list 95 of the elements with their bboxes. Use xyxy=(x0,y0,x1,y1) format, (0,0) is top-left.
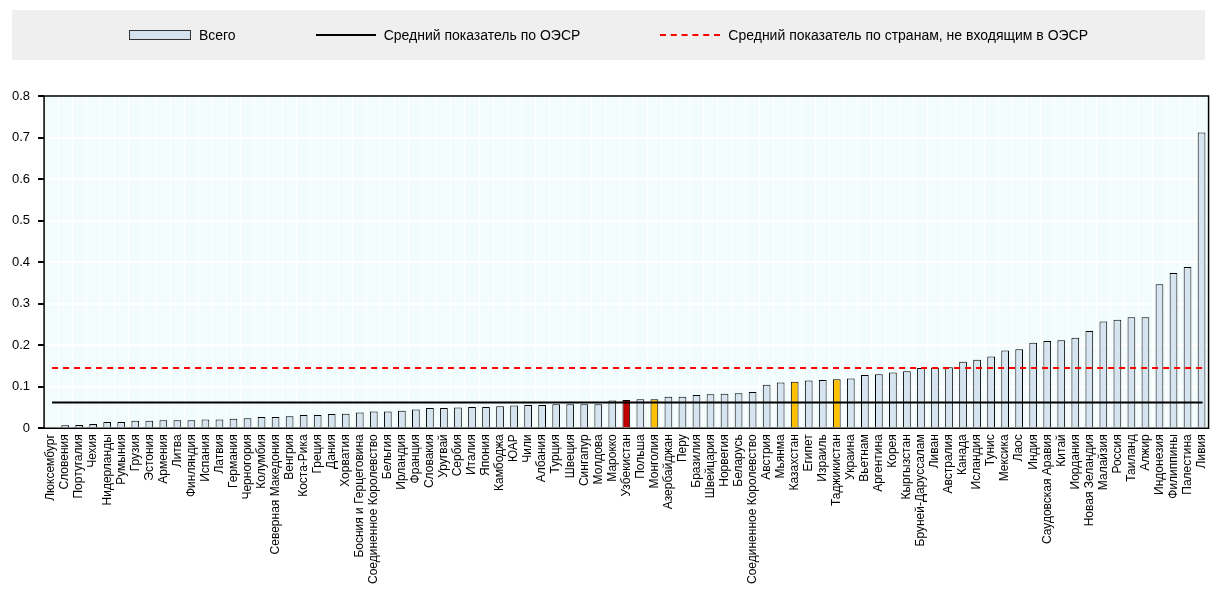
x-tick-label: Соединенное Королевство xyxy=(366,433,381,584)
x-tick-label: Вьетнам xyxy=(857,434,872,482)
y-tick-label: 0 xyxy=(22,419,31,435)
x-tick-label: Сингапур xyxy=(576,433,591,487)
x-tick-label: Монголия xyxy=(646,434,661,489)
x-tick-label: Австрия xyxy=(758,434,773,480)
x-tick-label: Азербайджан xyxy=(660,434,675,510)
x-tick-label: Узбекистан xyxy=(618,434,633,497)
x-tick-label: Филиппины xyxy=(1165,434,1180,499)
x-tick-label: Ливан xyxy=(927,434,942,469)
x-tick-label: Турция xyxy=(548,434,563,474)
x-tick-label: Аргентина xyxy=(871,433,886,492)
x-tick-label: Малайзия xyxy=(1095,434,1110,491)
y-tick-label: 0.3 xyxy=(11,295,31,311)
x-tick-label: Грузия xyxy=(127,434,142,472)
x-tick-label: ЮАР xyxy=(506,434,521,462)
y-tick-label: 0.7 xyxy=(11,129,31,145)
x-tick-label: Италия xyxy=(464,434,479,476)
x-tick-label: Израиль xyxy=(815,434,830,482)
x-tick-label: Латвия xyxy=(211,434,226,474)
x-tick-label: Армения xyxy=(155,434,170,484)
x-tick-label: Беларусь xyxy=(730,434,745,487)
x-tick-label: Кыргызстан xyxy=(899,434,914,500)
x-tick-label: Палестина xyxy=(1179,433,1194,495)
y-tick-label: 0.6 xyxy=(11,170,31,186)
x-tick-label: Сербия xyxy=(450,434,465,477)
x-tick-label: Финляндия xyxy=(183,434,198,498)
x-tick-label: Мьянма xyxy=(772,433,787,479)
y-tick-label: 0.1 xyxy=(11,378,31,394)
x-tick-label: Бразилия xyxy=(688,434,703,488)
x-tick-label: Индонезия xyxy=(1151,434,1166,495)
x-tick-label: Саудовская Аравия xyxy=(1039,434,1054,545)
x-tick-label: Исландия xyxy=(969,434,984,490)
x-tick-label: Уругвай xyxy=(436,434,451,478)
x-tick-label: Бруней-Даруссалам xyxy=(913,434,928,547)
x-tick-label: Румыния xyxy=(113,434,128,485)
x-tick-label: Дания xyxy=(324,434,338,469)
x-tick-label: Португалия xyxy=(71,434,86,499)
x-tick-label: Швейцария xyxy=(702,434,717,499)
x-tick-label: Литва xyxy=(169,433,184,468)
x-tick-label: Колумбия xyxy=(253,434,268,489)
x-tick-label: Люксембург xyxy=(43,433,58,501)
x-tick-label: Германия xyxy=(225,434,240,489)
x-tick-label: Индия xyxy=(1025,434,1040,470)
legend-label: Средний показатель по странам, не входящим в ОЭСР xyxy=(728,27,1089,43)
x-tick-label: Соединенное Королевство xyxy=(744,433,759,584)
x-tick-label: Таджикистан xyxy=(829,434,844,507)
x-tick-label: Ливия xyxy=(1193,434,1208,469)
x-tick-label: Албания xyxy=(534,434,549,483)
x-tick-label: Босния и Герцеговина xyxy=(352,433,367,558)
x-tick-label: Франция xyxy=(408,434,423,484)
x-tick-label: Бельгия xyxy=(380,434,395,480)
x-tick-label: Молдова xyxy=(590,433,605,485)
x-tick-label: Словения xyxy=(57,434,72,490)
x-tick-label: Египет xyxy=(801,433,816,472)
x-tick-label: Венгрия xyxy=(281,434,296,480)
x-tick-label: Греция xyxy=(309,434,324,474)
x-tick-label: Новая Зеландия xyxy=(1081,434,1096,527)
x-tick-label: Эстония xyxy=(141,434,156,481)
x-tick-label: Россия xyxy=(1109,434,1124,474)
x-tick-label: Коста-Рика xyxy=(295,433,310,497)
x-tick-label: Черногория xyxy=(239,434,254,500)
x-tick-label: Марокко xyxy=(604,433,619,482)
x-tick-label: Китай xyxy=(1053,434,1068,467)
x-tick-label: Лаос xyxy=(1011,434,1026,462)
y-tick-label: 0.2 xyxy=(11,336,31,352)
x-tick-label: Канада xyxy=(955,433,970,475)
x-tick-label: Корея xyxy=(885,434,900,468)
x-tick-label: Камбоджа xyxy=(492,433,507,491)
y-tick-label: 0.8 xyxy=(11,87,31,103)
x-tick-label: Тунис xyxy=(983,434,998,467)
x-tick-label: Словакия xyxy=(422,434,437,489)
legend-label: Средний показатель по ОЭСР xyxy=(383,27,581,43)
x-tick-label: Испания xyxy=(197,434,212,482)
x-tick-label: Мексика xyxy=(997,433,1012,482)
x-tick-label: Нидерланды xyxy=(99,434,114,506)
x-tick-label: Швеция xyxy=(562,434,577,479)
y-tick-label: 0.5 xyxy=(11,212,31,228)
x-tick-label: Австралия xyxy=(941,434,956,494)
x-tick-label: Таиланд xyxy=(1123,434,1138,482)
x-tick-label: Алжир xyxy=(1137,433,1152,471)
y-tick-label: 0.4 xyxy=(11,253,31,269)
x-tick-label: Северная Македония xyxy=(267,434,282,555)
legend-label: Всего xyxy=(198,27,236,43)
x-tick-label: Япония xyxy=(478,434,493,476)
x-tick-label: Чехия xyxy=(85,434,100,468)
x-tick-label: Хорватия xyxy=(338,434,353,487)
x-tick-label: Ирландия xyxy=(394,434,409,490)
x-tick-label: Казахстан xyxy=(787,434,801,491)
x-tick-label: Чили xyxy=(520,434,535,463)
x-tick-label: Перу xyxy=(674,434,689,463)
x-tick-label: Украина xyxy=(843,433,858,480)
x-tick-label: Польша xyxy=(632,433,647,479)
x-tick-label: Норвегия xyxy=(716,434,731,487)
x-tick-label: Иордания xyxy=(1067,434,1082,490)
